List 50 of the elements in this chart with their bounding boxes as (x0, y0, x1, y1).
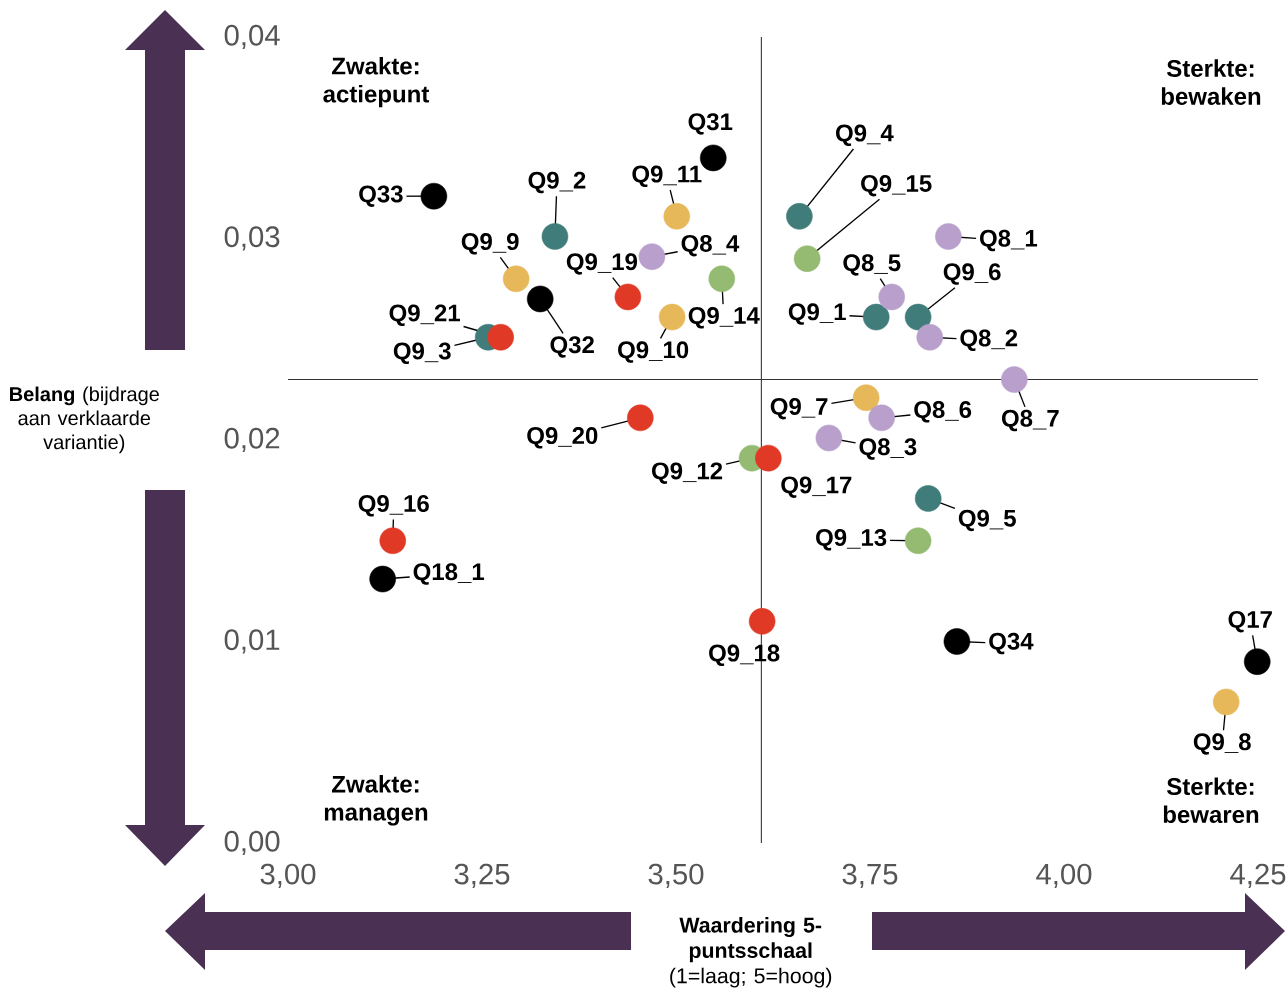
x-tick-label: 3,00 (260, 863, 316, 888)
x-tick-label: 3,75 (842, 863, 898, 888)
annotation: Q9_6 (943, 263, 1001, 285)
annotation: Q9_14 (688, 307, 760, 329)
annotation: Q34 (989, 632, 1034, 655)
annotation: Q9_19 (566, 253, 638, 275)
annotation: Q8_4 (681, 234, 740, 257)
annotation: Q8_7 (1001, 409, 1059, 432)
annotation: Q18_1 (413, 563, 485, 585)
annotation: Zwakte: actiepunt (323, 56, 430, 108)
annotation: Q9_1 (788, 303, 846, 325)
annotation: Q9_8 (1193, 733, 1251, 755)
annotation: Q31 (688, 113, 733, 135)
annotation: Q8_6 (914, 401, 972, 423)
annotation: Q8_1 (980, 229, 1038, 252)
annotation: Q9_20 (527, 427, 598, 449)
x-tick-label: 3,50 (648, 863, 704, 888)
annotation: Q8_2 (960, 329, 1018, 351)
x-axis-title: Waardering 5-puntsschaal (1=laag; 5=hoog) (670, 917, 832, 988)
annotation: Q9_21 (389, 304, 460, 326)
x-tick-label: 4,25 (1230, 863, 1286, 888)
annotation: Q8_3 (859, 438, 917, 460)
x-tick-label: 3,25 (454, 863, 510, 888)
annotation: Q9_7 (770, 397, 828, 420)
annotation: Q9_4 (836, 124, 894, 147)
annotation: Q9_2 (528, 171, 586, 194)
annotation: Q9_13 (816, 529, 887, 551)
y-tick-label: 0,01 (224, 629, 280, 654)
annotation: Sterkte: bewaren (1163, 777, 1259, 824)
x-tick-label: 4,00 (1036, 863, 1092, 888)
annotation: Q9_15 (861, 174, 932, 197)
annotation: Sterkte: bewaken (1161, 59, 1261, 105)
annotation: Q9_10 (618, 341, 689, 363)
annotation: Zwakte: managen (324, 775, 428, 826)
annotation: Q8_5 (843, 254, 901, 276)
annotation: Q9_3 (393, 342, 451, 364)
annotation: Q17 (1228, 610, 1272, 633)
y-tick-label: 0,02 (224, 427, 280, 453)
annotation: Q9_5 (958, 509, 1016, 532)
annotation: Q9_9 (461, 233, 519, 255)
y-tick-label: 0,04 (224, 24, 280, 50)
annotation: Q9_16 (358, 495, 429, 517)
annotation: Q9_17 (781, 476, 852, 498)
annotation: Q32 (550, 336, 594, 358)
y-tick-label: 0,03 (224, 226, 280, 251)
annotation: Q9_11 (632, 165, 702, 188)
y-tick-label: 0,00 (224, 830, 280, 856)
y-axis-title: Belang (bijdrage aan verklaarde variantie) (10, 386, 159, 454)
annotation: Q33 (359, 185, 403, 207)
annotation: Q9_12 (652, 462, 723, 484)
